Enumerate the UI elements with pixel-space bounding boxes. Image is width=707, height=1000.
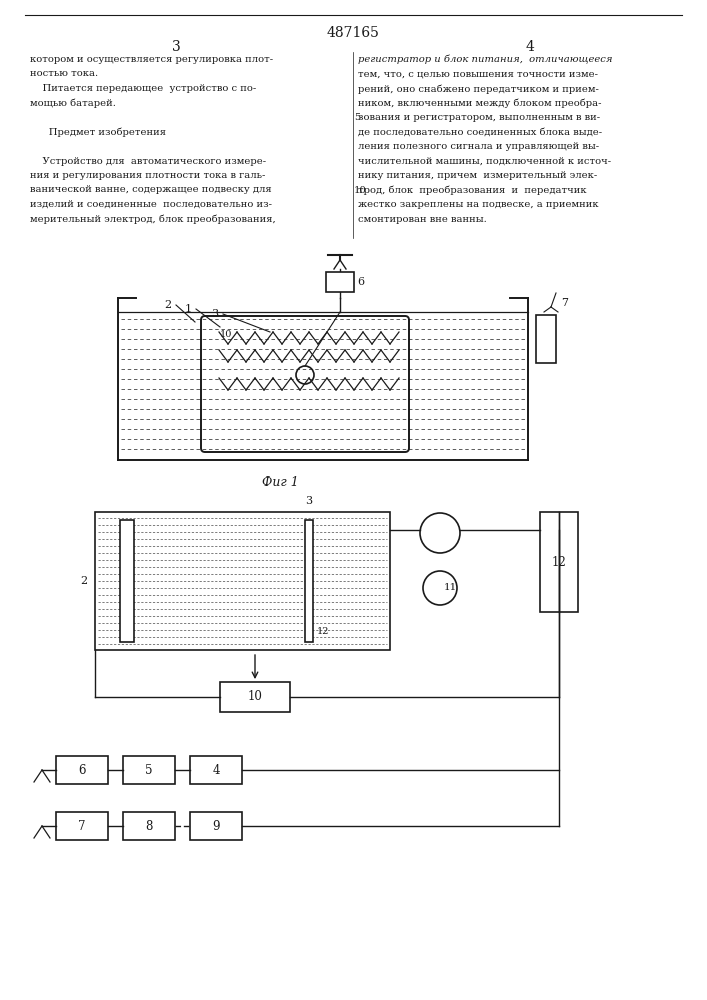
- Text: 11: 11: [444, 584, 457, 592]
- Text: 2: 2: [80, 576, 87, 586]
- Text: Питается передающее  устройство с по-: Питается передающее устройство с по-: [30, 84, 256, 93]
- Text: котором и осуществляется регулировка плот-: котором и осуществляется регулировка пло…: [30, 55, 273, 64]
- Text: 3: 3: [211, 309, 218, 319]
- Text: 3: 3: [305, 496, 312, 506]
- Bar: [190, 812, 242, 840]
- Text: 10: 10: [247, 690, 262, 704]
- Text: 4: 4: [525, 40, 534, 54]
- Text: 4: 4: [212, 764, 220, 776]
- Text: 1: 1: [185, 304, 192, 314]
- Bar: [123, 756, 175, 784]
- Text: 2: 2: [165, 300, 172, 310]
- Bar: [120, 520, 134, 642]
- Text: изделий и соединенные  последовательно из-: изделий и соединенные последовательно из…: [30, 200, 272, 209]
- Text: 3: 3: [172, 40, 180, 54]
- Bar: [123, 812, 175, 840]
- Text: Предмет изобретения: Предмет изобретения: [30, 127, 166, 137]
- Text: рений, оно снабжено передатчиком и прием-: рений, оно снабжено передатчиком и прием…: [358, 84, 599, 94]
- Text: мерительный электрод, блок преобразования,: мерительный электрод, блок преобразовани…: [30, 215, 276, 224]
- Text: регистратор и блок питания,  отличающееся: регистратор и блок питания, отличающееся: [358, 55, 612, 64]
- Text: де последовательно соединенных блока выде-: де последовательно соединенных блока выд…: [358, 127, 602, 136]
- Text: 12: 12: [317, 628, 329, 637]
- Text: 10: 10: [354, 186, 367, 195]
- Text: 5: 5: [145, 764, 153, 776]
- Bar: [190, 756, 242, 784]
- Text: Устройство для  автоматического измере-: Устройство для автоматического измере-: [30, 156, 266, 165]
- Text: ником, включенными между блоком преобра-: ником, включенными между блоком преобра-: [358, 99, 602, 108]
- Bar: [540, 512, 578, 612]
- Bar: [95, 512, 390, 650]
- Text: ния и регулирования плотности тока в галь-: ния и регулирования плотности тока в гал…: [30, 171, 265, 180]
- Bar: [536, 315, 556, 363]
- Bar: [56, 756, 108, 784]
- Text: 12: 12: [551, 556, 566, 568]
- Text: ностью тока.: ностью тока.: [30, 70, 98, 79]
- Text: 6: 6: [357, 277, 364, 287]
- Text: ления полезного сигнала и управляющей вы-: ления полезного сигнала и управляющей вы…: [358, 142, 599, 151]
- Text: жестко закреплены на подвеске, а приемник: жестко закреплены на подвеске, а приемни…: [358, 200, 599, 209]
- Text: 10: 10: [220, 330, 233, 339]
- Text: 7: 7: [78, 820, 86, 832]
- Text: 487165: 487165: [327, 26, 380, 40]
- Text: 7: 7: [561, 298, 568, 308]
- Text: 9: 9: [212, 820, 220, 832]
- Text: нику питания, причем  измерительный элек-: нику питания, причем измерительный элек-: [358, 171, 597, 180]
- Bar: [56, 812, 108, 840]
- Bar: [220, 682, 290, 712]
- Bar: [326, 272, 354, 292]
- Text: 6: 6: [78, 764, 86, 776]
- Text: мощью батарей.: мощью батарей.: [30, 99, 116, 108]
- Text: 5: 5: [354, 113, 361, 122]
- Text: зования и регистратором, выполненным в ви-: зования и регистратором, выполненным в в…: [358, 113, 600, 122]
- Text: Фиг 1: Фиг 1: [262, 476, 298, 489]
- Text: тем, что, с целью повышения точности изме-: тем, что, с целью повышения точности изм…: [358, 70, 598, 79]
- Text: числительной машины, подключенной к источ-: числительной машины, подключенной к исто…: [358, 156, 611, 165]
- Text: смонтирован вне ванны.: смонтирован вне ванны.: [358, 215, 486, 224]
- Bar: [305, 520, 313, 642]
- Text: 8: 8: [146, 820, 153, 832]
- Text: ванической ванне, содержащее подвеску для: ванической ванне, содержащее подвеску дл…: [30, 186, 271, 194]
- Text: трод, блок  преобразования  и  передатчик: трод, блок преобразования и передатчик: [358, 186, 587, 195]
